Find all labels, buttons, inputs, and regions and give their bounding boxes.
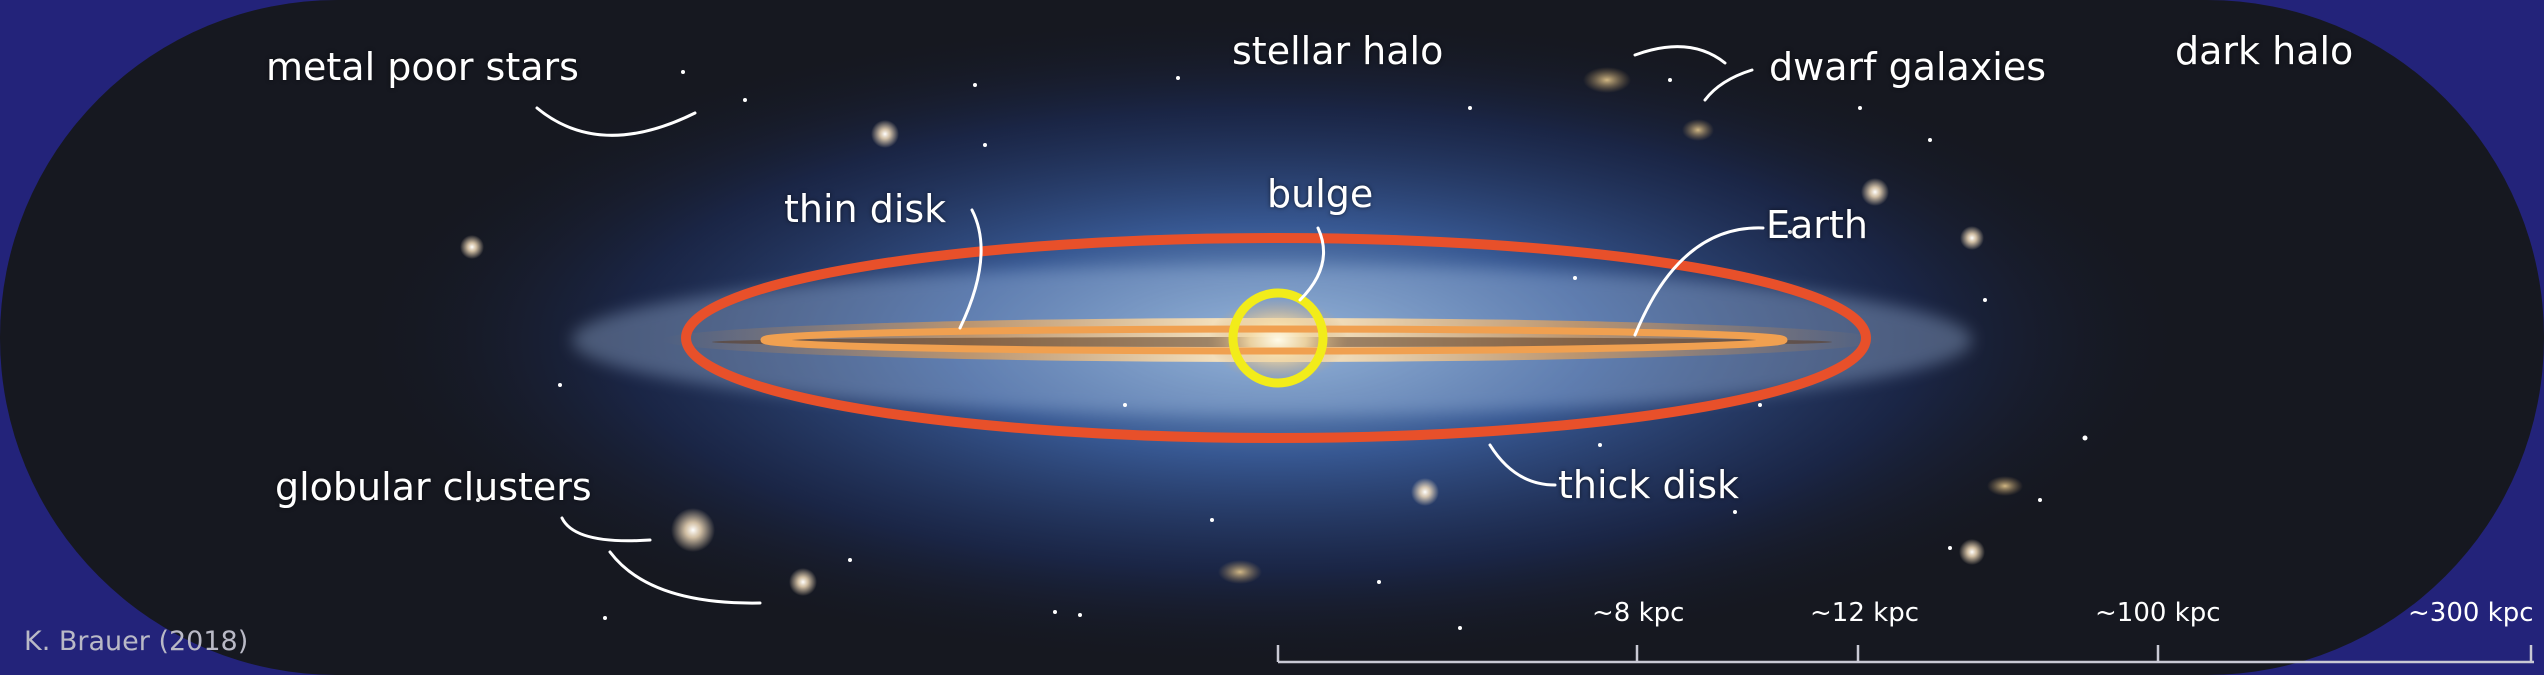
leader-earth bbox=[1633, 226, 1765, 337]
leader-dwarf-galaxies-2 bbox=[1703, 68, 1754, 102]
label-metal-poor-stars: metal poor stars bbox=[266, 45, 579, 89]
bulge-ring bbox=[1228, 288, 1328, 388]
scale-label-12kpc: ~12 kpc bbox=[1810, 598, 1919, 628]
image-credit: K. Brauer (2018) bbox=[24, 626, 249, 657]
label-earth: Earth bbox=[1766, 203, 1868, 247]
leader-lines bbox=[535, 45, 1765, 605]
label-bulge: bulge bbox=[1267, 172, 1374, 216]
label-dwarf-galaxies: dwarf galaxies bbox=[1769, 45, 2047, 89]
label-stellar-halo: stellar halo bbox=[1232, 29, 1444, 73]
scale-label-100kpc: ~100 kpc bbox=[2095, 598, 2221, 628]
leader-thin-disk bbox=[958, 208, 983, 330]
field-stars bbox=[476, 70, 2088, 630]
scale-bar bbox=[1276, 645, 2534, 664]
label-thick-disk: thick disk bbox=[1558, 463, 1740, 507]
leader-metal-poor-stars bbox=[535, 106, 697, 137]
label-globular-clusters: globular clusters bbox=[275, 465, 592, 509]
thin-disk-ring bbox=[760, 325, 1788, 355]
leader-dwarf-galaxies-1 bbox=[1633, 45, 1727, 65]
leader-thick-disk bbox=[1488, 443, 1557, 487]
dwarf-galaxy-markers bbox=[1218, 67, 2023, 584]
leader-bulge bbox=[1298, 226, 1326, 302]
scale-label-300kpc: ~300 kpc bbox=[2408, 598, 2534, 628]
label-dark-halo: dark halo bbox=[2175, 29, 2354, 73]
leader-globular-clusters-2 bbox=[608, 550, 762, 605]
scale-label-8kpc: ~8 kpc bbox=[1592, 598, 1685, 628]
bright-stars bbox=[460, 120, 1985, 565]
label-thin-disk: thin disk bbox=[784, 187, 947, 231]
leader-globular-clusters-1 bbox=[560, 516, 652, 543]
thick-disk-ring bbox=[681, 233, 1871, 443]
globular-cluster-markers bbox=[671, 508, 817, 596]
